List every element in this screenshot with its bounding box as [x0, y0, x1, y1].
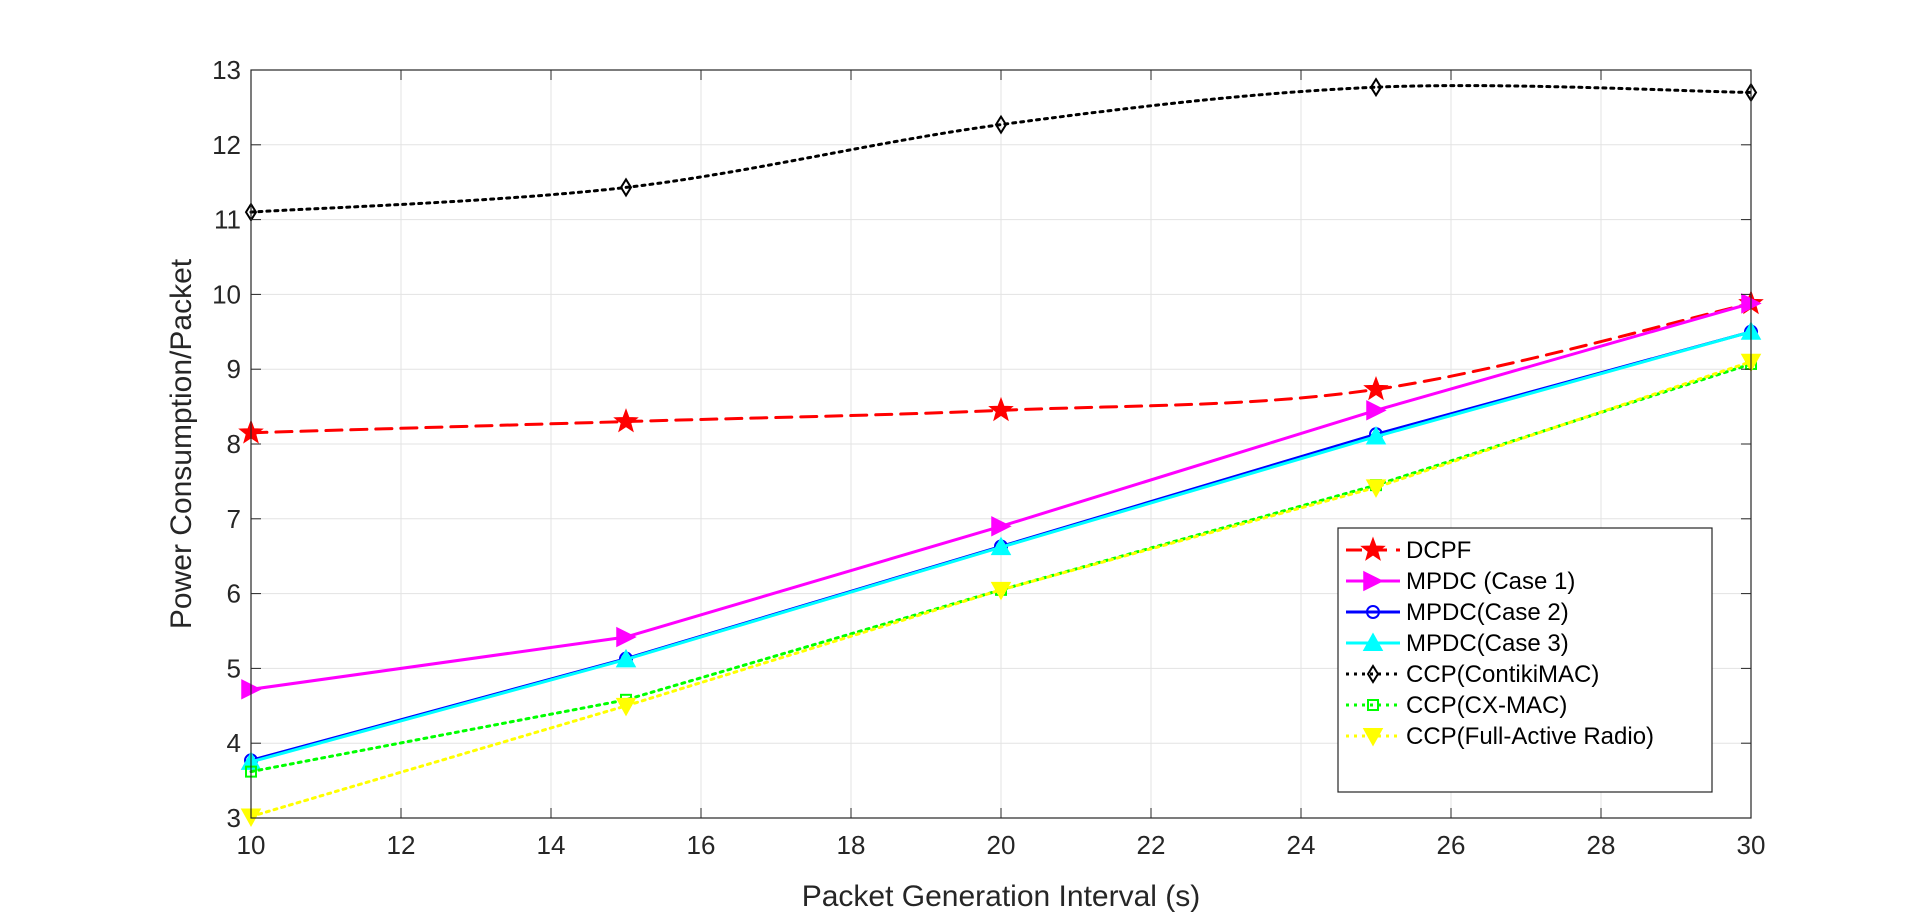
legend-box	[1337, 527, 1713, 793]
data-point-marker	[990, 536, 1012, 556]
y-tick-label: 8	[227, 429, 241, 459]
data-point-marker	[613, 408, 639, 433]
x-tick-label: 12	[387, 830, 416, 860]
legend-item: CCP(Full-Active Radio)	[1346, 723, 1654, 750]
legend-item: MPDC(Case 3)	[1346, 630, 1569, 657]
y-tick-label: 9	[227, 354, 241, 384]
legend-label: MPDC(Case 3)	[1406, 630, 1569, 657]
data-point-marker	[991, 516, 1012, 537]
y-tick-label: 3	[227, 803, 241, 833]
y-tick-label: 4	[227, 728, 241, 758]
legend-marker	[1362, 728, 1384, 747]
y-tick-label: 6	[227, 579, 241, 609]
data-point-marker	[1366, 400, 1387, 421]
legend-item: MPDC(Case 2)	[1346, 599, 1569, 626]
data-point-marker	[1365, 425, 1387, 445]
series-5	[244, 77, 1758, 223]
legend-marker	[1367, 699, 1379, 711]
legend-label: CCP(Full-Active Radio)	[1406, 723, 1654, 750]
axis-ticks: 10 12 14 16 18 20 22 24 26 28 30 3 4 5 6 7 8 9 10 11 12 13	[212, 55, 1765, 860]
x-tick-label: 30	[1737, 830, 1766, 860]
legend-marker	[1362, 632, 1384, 651]
legend-marker	[1363, 570, 1384, 592]
legend-label: DCPF	[1406, 537, 1471, 564]
series-line	[249, 362, 1753, 774]
legend-item: DCPF	[1346, 536, 1471, 564]
x-tick-label: 22	[1137, 830, 1166, 860]
legend-label: MPDC (Case 1)	[1406, 568, 1575, 595]
x-tick-label: 24	[1287, 830, 1316, 860]
data-point-marker	[1369, 77, 1383, 98]
legend-item: CCP(ContikiMAC)	[1346, 661, 1599, 688]
legend-marker	[1360, 536, 1386, 561]
x-tick-label: 28	[1587, 830, 1616, 860]
data-point-marker	[1365, 479, 1387, 498]
series-line	[249, 84, 1753, 214]
data-point-marker	[616, 626, 637, 648]
x-tick-label: 14	[537, 830, 566, 860]
x-tick-label: 20	[987, 830, 1016, 860]
y-axis-title: Power Consumption/Packet	[165, 258, 198, 629]
legend-item: CCP(CX-MAC)	[1346, 692, 1567, 719]
data-point-marker	[1363, 375, 1389, 401]
data-point-marker	[615, 648, 637, 668]
legend-item: MPDC (Case 1)	[1346, 568, 1575, 595]
legend-label: MPDC(Case 2)	[1406, 599, 1569, 626]
x-tick-label: 10	[237, 830, 266, 860]
data-point-marker	[615, 697, 637, 717]
data-point-marker	[619, 177, 633, 198]
legend-marker	[1366, 605, 1380, 619]
data-point-marker	[988, 396, 1014, 422]
data-point-marker	[994, 114, 1008, 135]
y-tick-label: 5	[227, 653, 241, 683]
legend-label: CCP(CX-MAC)	[1406, 692, 1567, 719]
x-tick-label: 26	[1437, 830, 1466, 860]
data-point-marker	[990, 581, 1012, 601]
y-tick-label: 10	[212, 279, 241, 309]
x-tick-label: 16	[687, 830, 716, 860]
y-tick-label: 12	[212, 130, 241, 160]
legend-marker	[1366, 664, 1380, 684]
y-tick-label: 11	[214, 205, 241, 235]
x-axis-title: Packet Generation Interval (s)	[802, 880, 1201, 912]
y-tick-label: 13	[212, 55, 241, 85]
y-tick-label: 7	[227, 504, 241, 534]
legend-label: CCP(ContikiMAC)	[1406, 661, 1599, 688]
legend: DCPF MPDC (Case 1) MPDC(Case 2) MPDC(Case 3…	[1337, 527, 1713, 793]
x-tick-label: 18	[837, 830, 866, 860]
